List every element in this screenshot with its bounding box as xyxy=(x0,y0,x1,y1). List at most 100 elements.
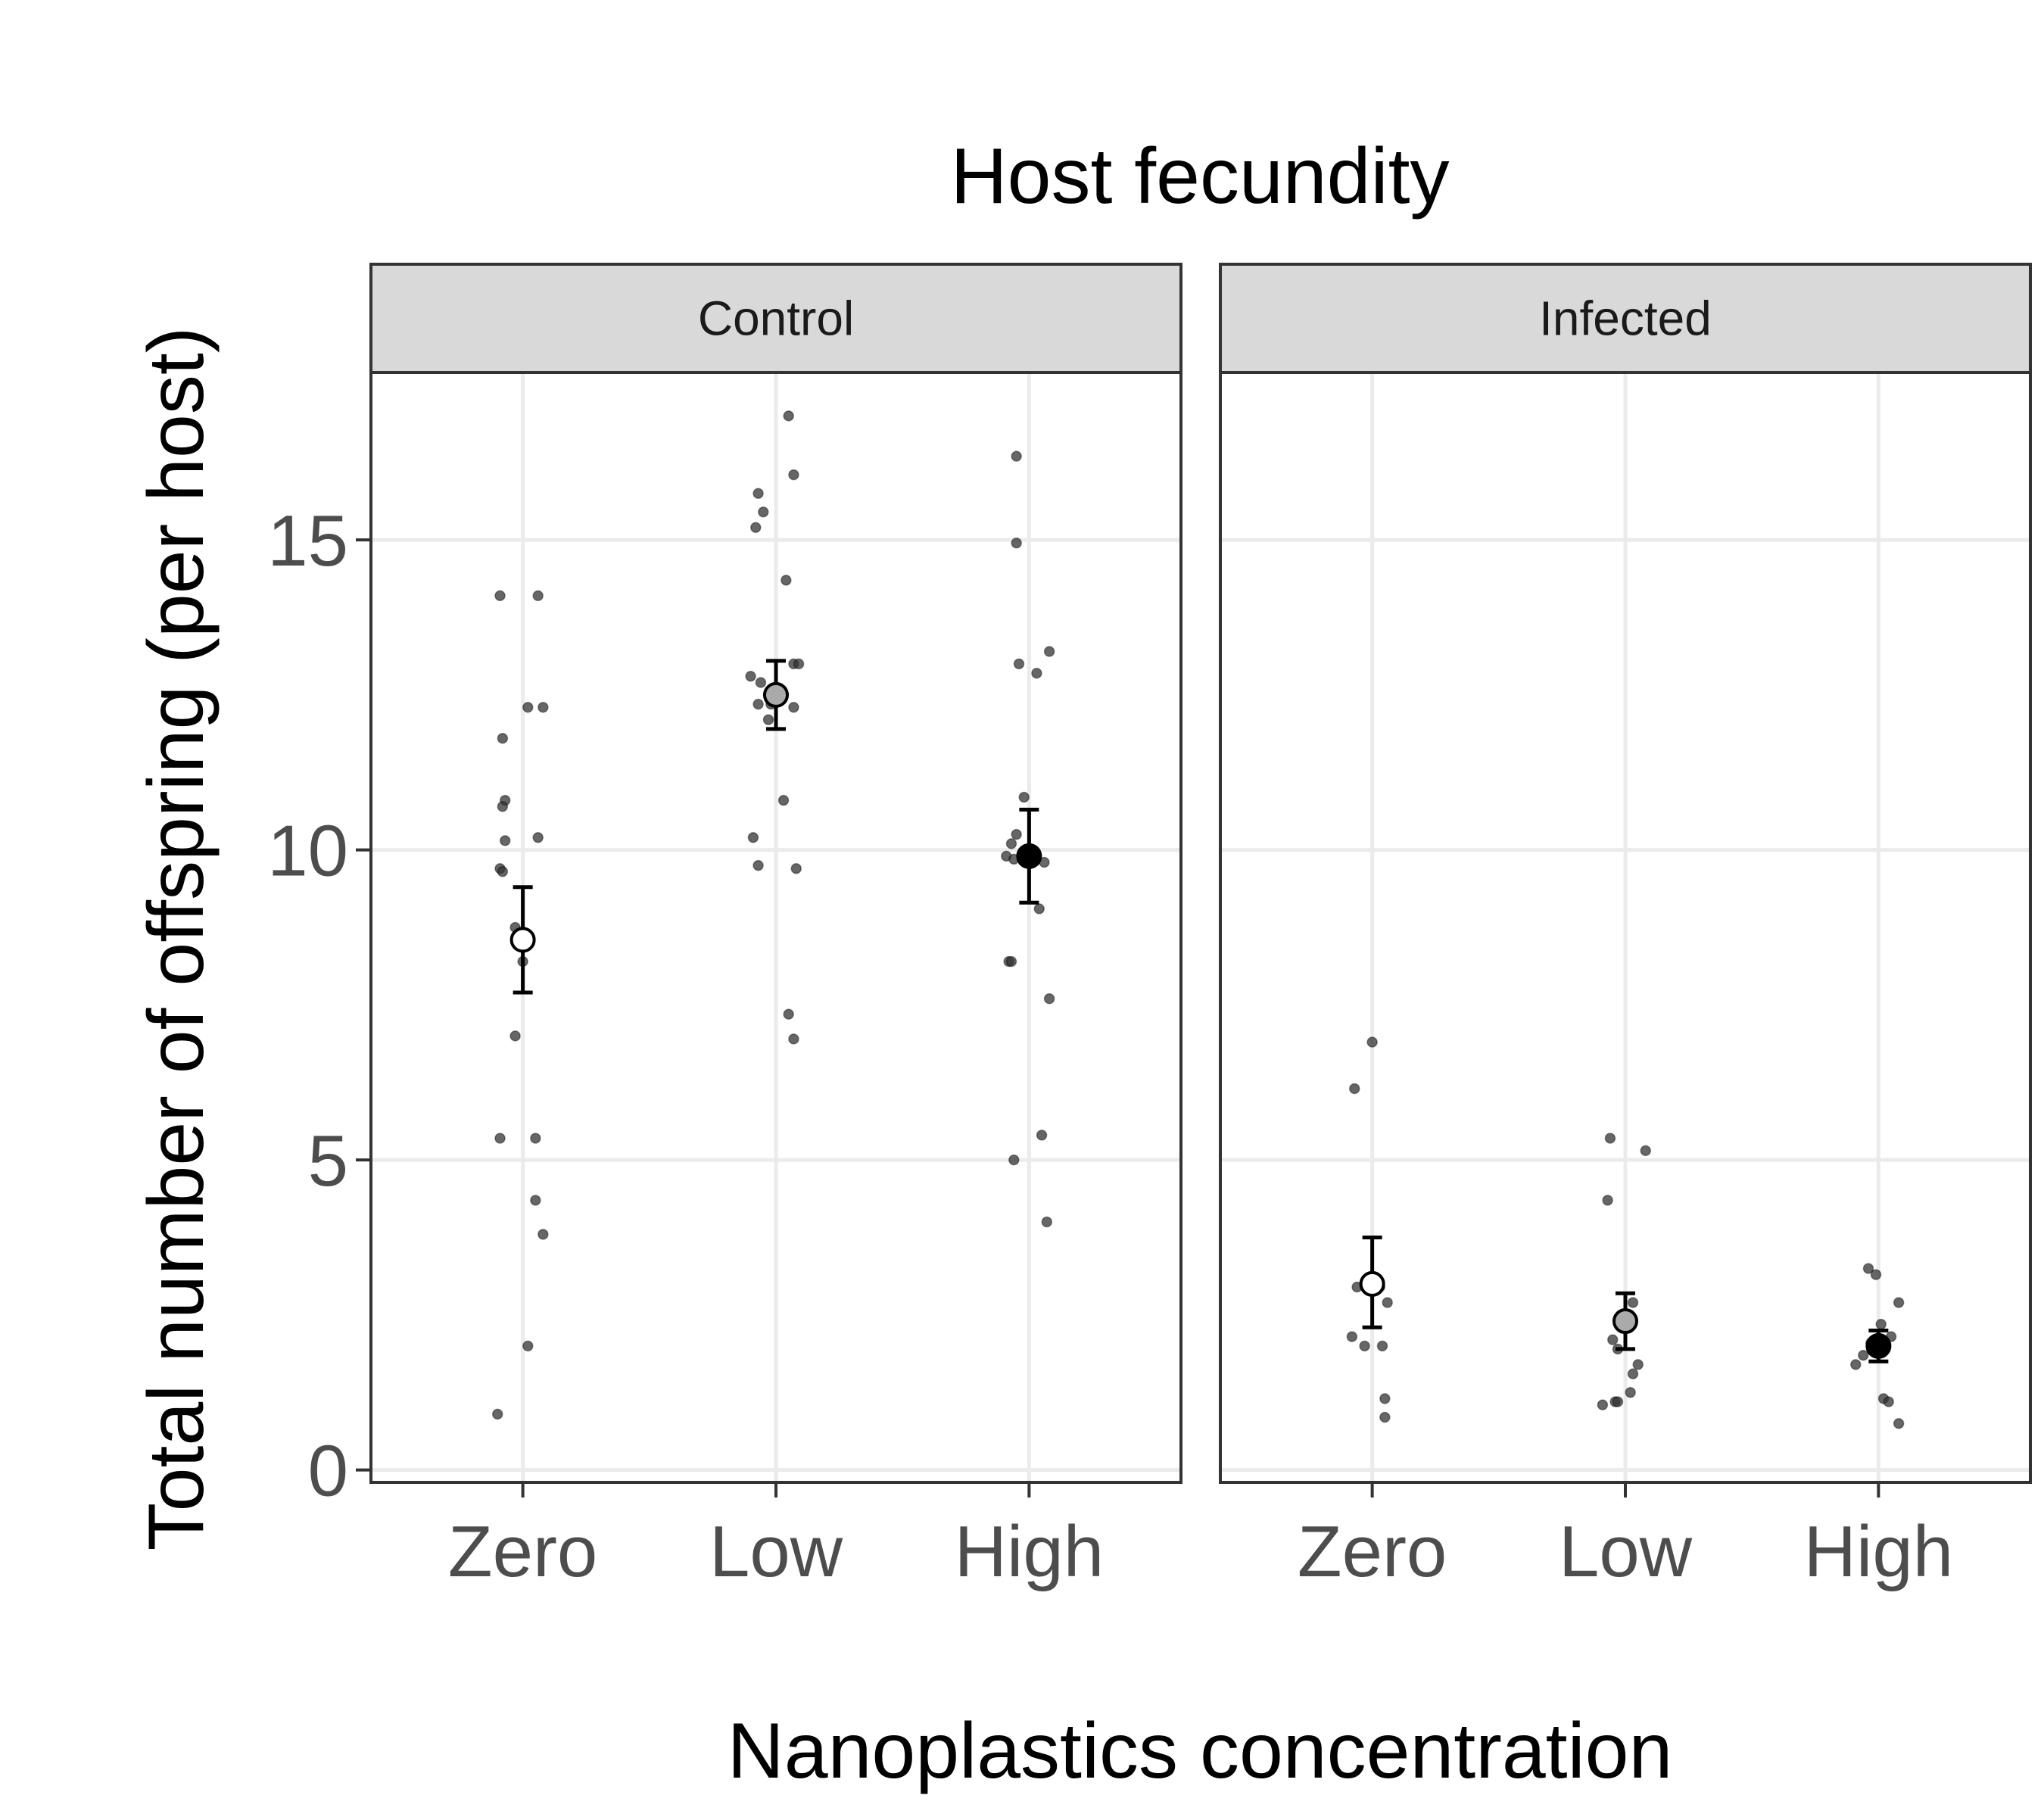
raw-data-point xyxy=(530,1133,541,1144)
y-tick-label: 10 xyxy=(267,811,348,892)
y-tick-label: 0 xyxy=(308,1431,348,1512)
x-tick-label: Zero xyxy=(448,1511,597,1592)
x-tick-label: Low xyxy=(1559,1511,1693,1592)
raw-data-point xyxy=(1379,1393,1391,1404)
facet-strip xyxy=(369,263,1182,374)
raw-data-point xyxy=(788,1033,799,1045)
y-tick-label: 5 xyxy=(308,1120,348,1201)
raw-data-point xyxy=(1640,1145,1651,1157)
raw-data-point xyxy=(1376,1340,1388,1352)
raw-data-point xyxy=(747,831,759,843)
raw-data-point xyxy=(1625,1386,1636,1398)
raw-data-point xyxy=(1893,1417,1905,1429)
raw-data-point xyxy=(758,506,769,518)
raw-data-point xyxy=(1348,1083,1360,1095)
raw-data-point xyxy=(1043,993,1055,1005)
mean-point xyxy=(763,681,789,708)
raw-data-point xyxy=(1627,1297,1639,1308)
raw-data-point xyxy=(532,831,544,843)
raw-data-point xyxy=(1346,1331,1358,1342)
raw-data-point xyxy=(788,469,799,481)
raw-data-point xyxy=(1875,1318,1887,1330)
facet-panel-control: Control Zero Low High xyxy=(369,263,1182,1592)
raw-data-point xyxy=(762,714,774,725)
raw-data-point xyxy=(497,866,509,877)
raw-data-point xyxy=(1627,1368,1639,1379)
raw-data-point xyxy=(777,794,790,806)
raw-data-point xyxy=(1850,1359,1862,1370)
raw-data-point xyxy=(530,1195,541,1206)
raw-data-point xyxy=(494,590,506,602)
raw-data-point xyxy=(1893,1297,1905,1308)
mean-point xyxy=(1359,1270,1385,1297)
raw-data-point xyxy=(790,862,802,874)
raw-data-point xyxy=(1008,1154,1020,1166)
raw-data-point xyxy=(1018,791,1030,803)
x-tick-label: Low xyxy=(709,1511,843,1592)
raw-data-point xyxy=(1031,667,1042,679)
raw-data-point xyxy=(1382,1297,1393,1308)
raw-data-point xyxy=(752,488,764,499)
raw-data-point xyxy=(1011,828,1022,840)
raw-data-point xyxy=(1607,1334,1619,1345)
x-axis-title: Nanoplastics concentration xyxy=(728,1707,1673,1795)
raw-data-point xyxy=(509,1030,521,1042)
y-tick-label: 15 xyxy=(267,500,348,581)
raw-data-point xyxy=(783,1008,794,1020)
raw-data-point xyxy=(1858,1349,1869,1361)
raw-data-point xyxy=(1632,1359,1644,1370)
raw-data-point xyxy=(1013,658,1025,670)
raw-data-point xyxy=(1612,1396,1624,1407)
raw-data-point xyxy=(497,801,509,812)
mean-point xyxy=(509,927,536,953)
raw-data-point xyxy=(781,575,792,586)
raw-data-point xyxy=(499,835,511,846)
raw-data-point xyxy=(755,677,767,688)
raw-data-point xyxy=(1604,1133,1616,1144)
facet-strip-label: Infected xyxy=(1539,291,1712,346)
y-axis-title: Total number of offspring (per host) xyxy=(132,327,220,1551)
facet-panel-infected: Infected Zero Low High xyxy=(1219,263,2032,1592)
raw-data-point xyxy=(788,702,799,713)
raw-data-point xyxy=(1043,646,1055,657)
y-axis: 0 5 10 15 xyxy=(267,500,371,1512)
raw-data-point xyxy=(522,702,534,713)
raw-data-point xyxy=(752,859,764,871)
raw-data-point xyxy=(1005,838,1017,849)
raw-data-point xyxy=(752,698,764,710)
mean-point xyxy=(1612,1308,1638,1335)
raw-data-point xyxy=(494,1133,506,1144)
raw-data-point xyxy=(1011,450,1022,462)
raw-data-point xyxy=(1036,1130,1048,1141)
x-tick-label: High xyxy=(955,1511,1104,1592)
x-tick-label: High xyxy=(1804,1511,1953,1592)
facet-strip xyxy=(1219,263,2032,374)
raw-data-point xyxy=(1041,1216,1053,1228)
raw-data-point xyxy=(1033,903,1045,915)
raw-data-point xyxy=(1870,1269,1882,1280)
raw-data-point xyxy=(532,590,544,602)
x-tick-label: Zero xyxy=(1298,1511,1447,1592)
raw-data-point xyxy=(491,1408,503,1420)
raw-data-point xyxy=(745,671,756,682)
raw-data-point xyxy=(1366,1036,1378,1048)
raw-data-point xyxy=(793,658,805,670)
raw-data-point xyxy=(750,522,762,533)
raw-data-point xyxy=(1883,1396,1894,1407)
mean-point xyxy=(1865,1332,1892,1359)
raw-data-point xyxy=(537,702,549,713)
mean-point xyxy=(1016,843,1042,869)
raw-data-point xyxy=(522,1340,534,1352)
raw-data-point xyxy=(537,1229,549,1240)
raw-data-point xyxy=(497,732,509,744)
raw-data-point xyxy=(1005,955,1017,968)
chart-title: Host fecundity xyxy=(951,132,1450,220)
raw-data-point xyxy=(1011,537,1022,549)
facet-panels: Control Zero Low High Infected Zero Low High xyxy=(369,263,2032,1592)
raw-data-point xyxy=(783,410,794,422)
raw-data-point xyxy=(1602,1195,1613,1206)
raw-data-point xyxy=(1597,1399,1609,1410)
raw-data-point xyxy=(1379,1411,1391,1423)
raw-data-point xyxy=(1359,1340,1370,1352)
